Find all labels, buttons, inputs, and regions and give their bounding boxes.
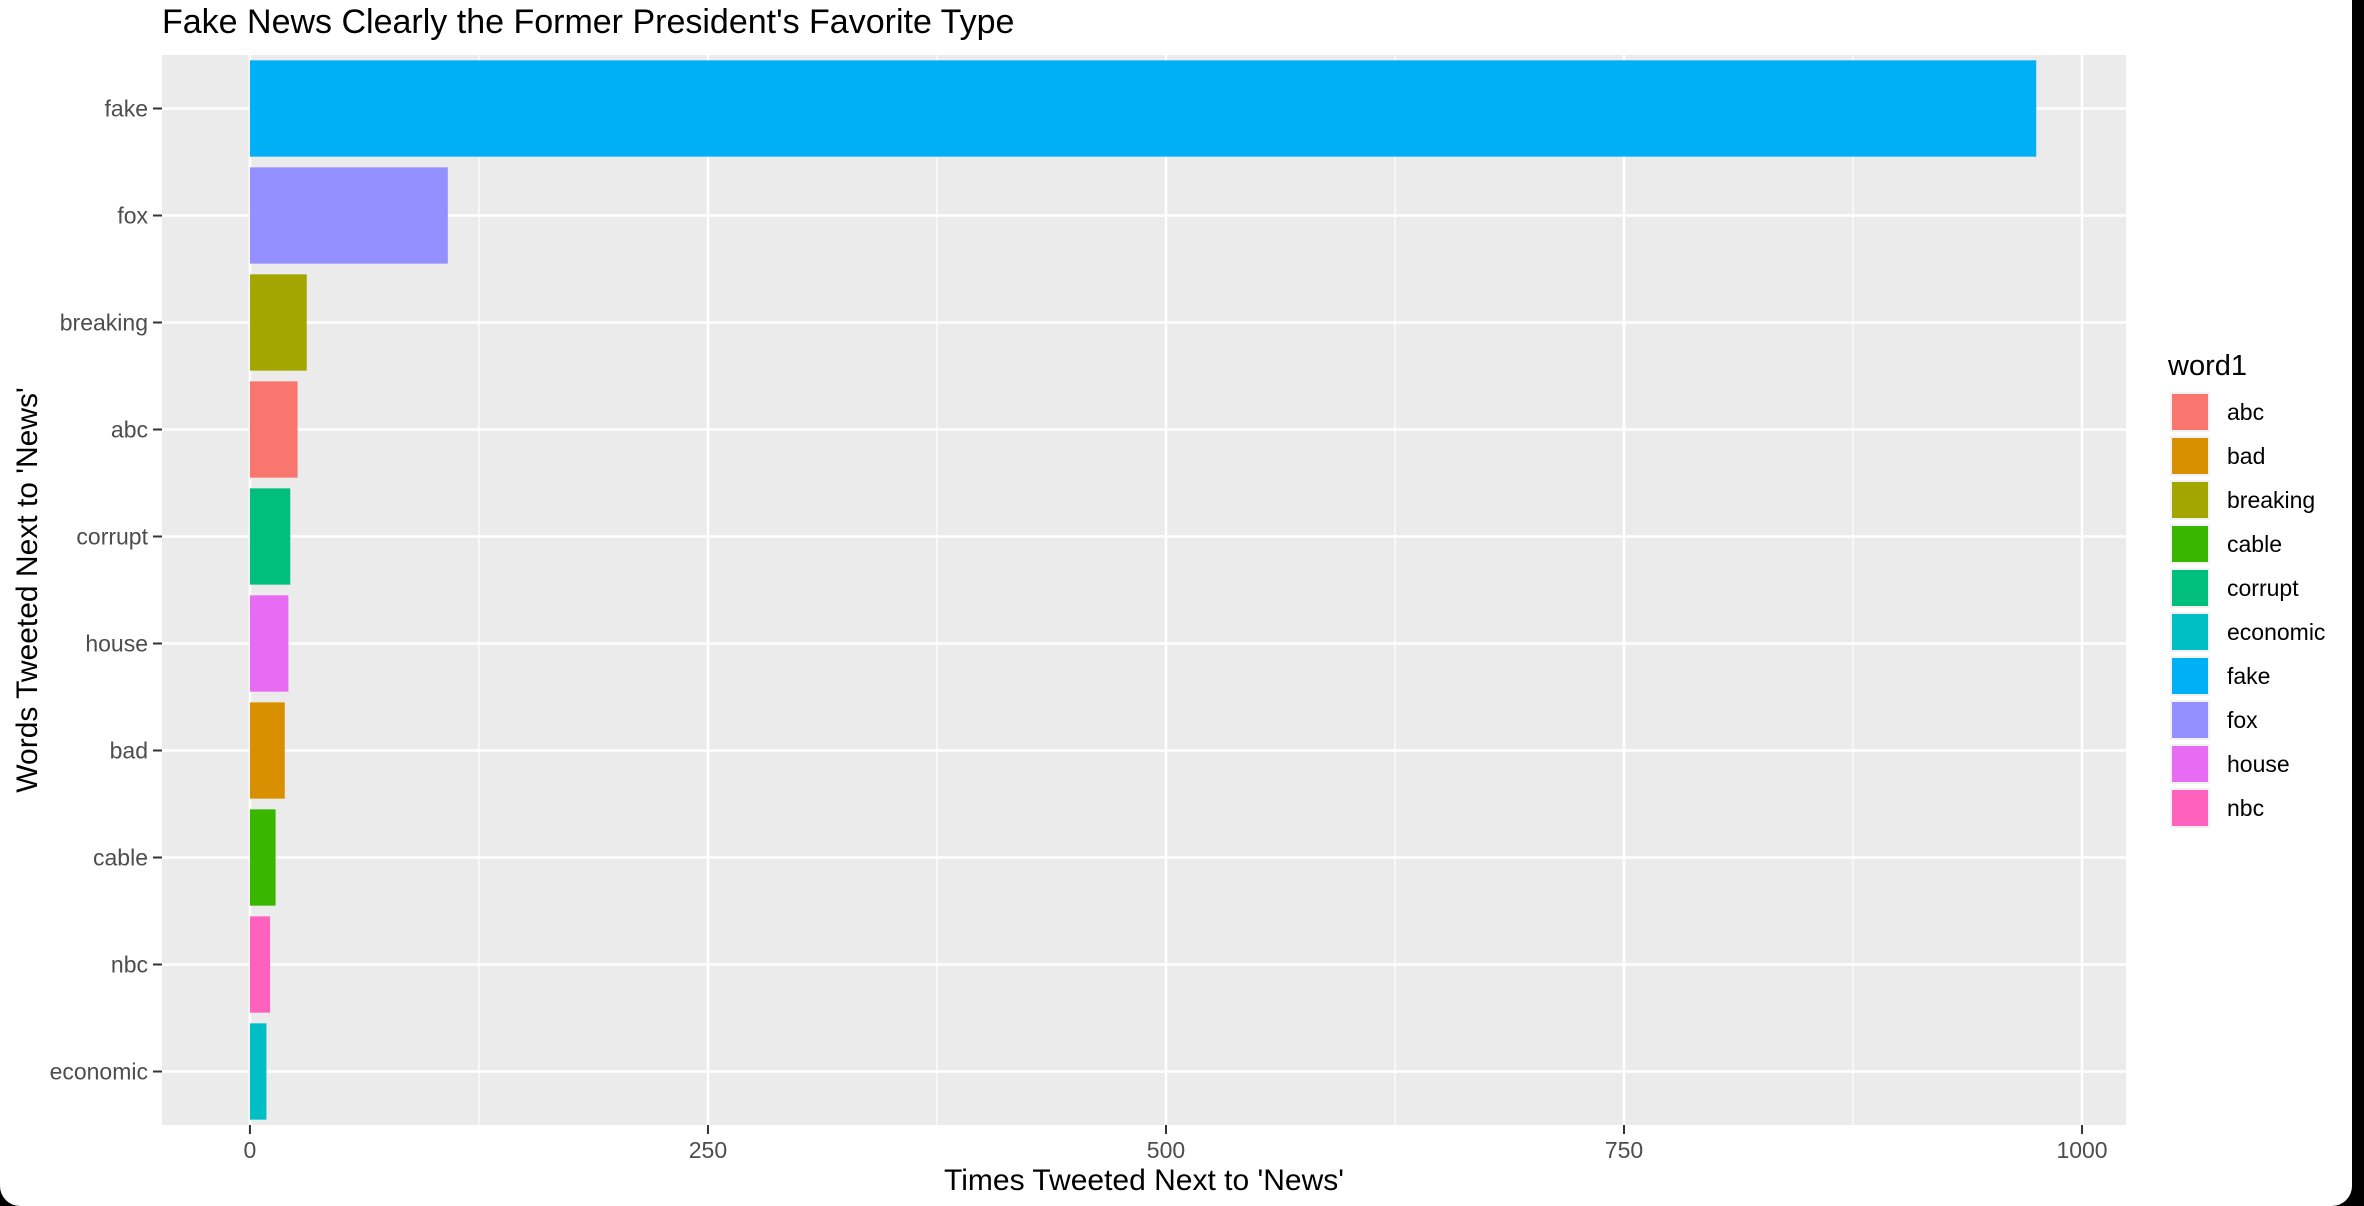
- bar-fox: [250, 167, 448, 263]
- legend-title: word1: [2167, 350, 2247, 382]
- legend-label-house: house: [2227, 751, 2290, 777]
- legend-item-breaking: breaking: [2170, 480, 2315, 520]
- y-tick-label-nbc: nbc: [111, 952, 148, 978]
- legend-swatch-fake: [2172, 658, 2208, 694]
- legend: word1 abc bad breaking cable corrupt economic…: [2167, 350, 2325, 828]
- x-axis-title: Times Tweeted Next to 'News': [944, 1164, 1344, 1197]
- legend-label-economic: economic: [2227, 619, 2325, 645]
- y-tick-label-fox: fox: [117, 203, 148, 229]
- legend-item-bad: bad: [2170, 436, 2265, 476]
- legend-label-bad: bad: [2227, 443, 2265, 469]
- bar-nbc: [250, 916, 270, 1012]
- legend-swatch-breaking: [2172, 482, 2208, 518]
- y-tick-label-breaking: breaking: [60, 310, 148, 336]
- legend-swatch-house: [2172, 746, 2208, 782]
- legend-swatch-bad: [2172, 438, 2208, 474]
- bar-cable: [250, 809, 276, 905]
- y-tick-label-abc: abc: [111, 417, 148, 443]
- bar-house: [250, 595, 288, 691]
- legend-item-house: house: [2170, 744, 2290, 784]
- x-tick-label: 1000: [2056, 1137, 2107, 1163]
- legend-item-fox: fox: [2170, 700, 2258, 740]
- legend-swatch-cable: [2172, 526, 2208, 562]
- legend-label-breaking: breaking: [2227, 487, 2315, 513]
- legend-swatch-abc: [2172, 394, 2208, 430]
- legend-label-fox: fox: [2227, 707, 2258, 733]
- legend-item-abc: abc: [2170, 392, 2264, 432]
- bar-abc: [250, 381, 298, 477]
- legend-label-corrupt: corrupt: [2227, 575, 2299, 601]
- x-tick-label: 0: [244, 1137, 257, 1163]
- y-axis: fake fox breaking abc corrupt house bad cable nb…: [50, 96, 162, 1085]
- legend-label-nbc: nbc: [2227, 795, 2264, 821]
- y-tick-label-bad: bad: [110, 738, 148, 764]
- legend-item-fake: fake: [2170, 656, 2270, 696]
- y-axis-title: Words Tweeted Next to 'News': [11, 387, 44, 793]
- legend-label-cable: cable: [2227, 531, 2282, 557]
- legend-swatch-nbc: [2172, 790, 2208, 826]
- legend-label-fake: fake: [2227, 663, 2270, 689]
- legend-label-abc: abc: [2227, 399, 2264, 425]
- x-tick-label: 500: [1147, 1137, 1185, 1163]
- bar-bad: [250, 702, 285, 798]
- bar-fake: [250, 60, 2036, 156]
- legend-item-economic: economic: [2170, 612, 2325, 652]
- chart-title: Fake News Clearly the Former President's…: [162, 3, 1014, 41]
- y-tick-label-fake: fake: [105, 96, 148, 122]
- y-tick-label-economic: economic: [50, 1059, 148, 1085]
- y-tick-label-cable: cable: [93, 845, 148, 871]
- bar-corrupt: [250, 488, 290, 584]
- y-tick-label-house: house: [85, 631, 148, 657]
- legend-item-cable: cable: [2170, 524, 2282, 564]
- legend-swatch-corrupt: [2172, 570, 2208, 606]
- legend-swatch-economic: [2172, 614, 2208, 650]
- bar-economic: [250, 1023, 266, 1119]
- legend-swatch-fox: [2172, 702, 2208, 738]
- y-tick-label-corrupt: corrupt: [76, 524, 148, 550]
- x-axis: 0 250 500 750 1000: [244, 1125, 2108, 1163]
- legend-item-corrupt: corrupt: [2170, 568, 2299, 608]
- x-tick-label: 750: [1605, 1137, 1643, 1163]
- x-tick-label: 250: [689, 1137, 727, 1163]
- legend-item-nbc: nbc: [2170, 788, 2264, 828]
- bar-breaking: [250, 274, 307, 370]
